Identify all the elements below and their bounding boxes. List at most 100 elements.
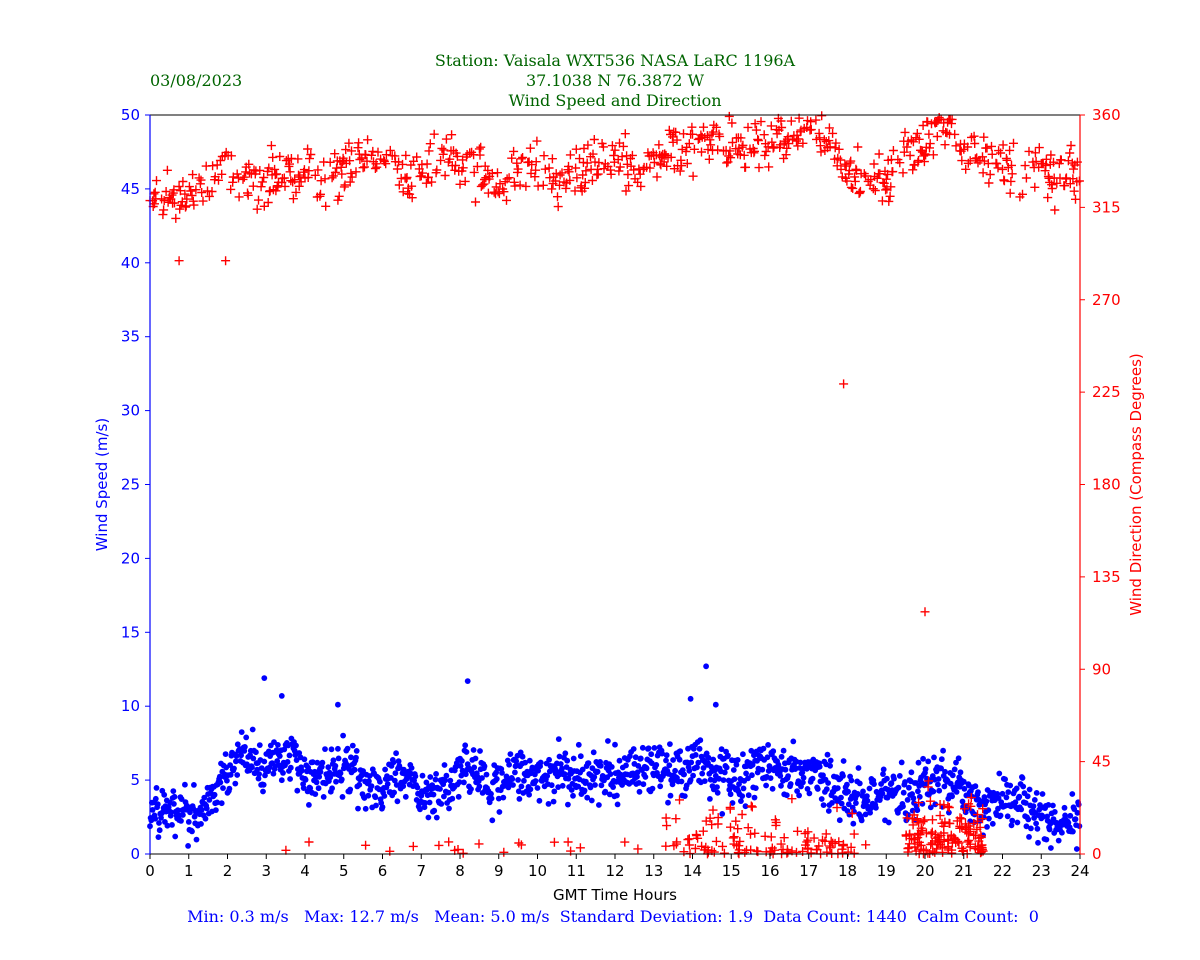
stat-calm: Calm Count: 0 <box>917 907 1039 926</box>
direction-point <box>564 167 574 177</box>
direction-point <box>898 168 908 178</box>
direction-point <box>437 143 447 153</box>
direction-point <box>1052 178 1062 188</box>
direction-point <box>571 163 581 173</box>
speed-point <box>338 776 345 783</box>
direction-point <box>381 150 391 160</box>
direction-point <box>914 818 924 828</box>
direction-point <box>252 204 262 214</box>
speed-point <box>313 779 320 786</box>
speed-point <box>287 776 293 782</box>
direction-point <box>822 847 832 857</box>
direction-point <box>538 180 548 190</box>
chart-date: 03/08/2023 <box>150 71 242 90</box>
left-tick-label: 40 <box>121 254 140 272</box>
direction-point <box>677 161 686 171</box>
direction-point <box>850 176 860 186</box>
speed-point <box>999 790 1006 797</box>
direction-point <box>750 146 759 156</box>
speed-point <box>234 741 241 748</box>
speed-point <box>553 767 560 774</box>
direction-point <box>916 844 926 854</box>
speed-point <box>1065 819 1072 826</box>
speed-point <box>254 766 261 773</box>
direction-point <box>321 201 331 211</box>
direction-point <box>286 176 296 186</box>
direction-point <box>354 138 364 148</box>
speed-point <box>1026 786 1033 793</box>
speed-point <box>1007 782 1014 789</box>
speed-point <box>1043 836 1050 843</box>
speed-point <box>942 768 948 775</box>
direction-point <box>840 159 850 169</box>
speed-point <box>938 765 944 772</box>
speed-point <box>636 788 643 795</box>
direction-point <box>256 182 266 192</box>
direction-point <box>803 835 813 845</box>
direction-point <box>684 139 694 149</box>
direction-point <box>831 138 841 148</box>
speed-point <box>688 759 695 766</box>
direction-point <box>285 159 294 169</box>
speed-point <box>908 769 915 776</box>
speed-point <box>244 761 250 768</box>
speed-point <box>667 741 673 747</box>
direction-point <box>469 167 479 177</box>
direction-point <box>254 195 263 205</box>
speed-point <box>481 763 488 770</box>
speed-point <box>280 770 286 776</box>
direction-point <box>761 147 771 156</box>
direction-point <box>346 168 356 178</box>
speed-point <box>931 754 937 761</box>
speed-point <box>392 770 399 777</box>
direction-point <box>978 152 987 162</box>
direction-point <box>870 186 880 195</box>
direction-point <box>973 810 982 820</box>
direction-point <box>977 840 987 850</box>
speed-point <box>218 800 225 807</box>
direction-point <box>849 829 859 839</box>
left-tick-label: 20 <box>121 549 140 567</box>
speed-point <box>260 781 267 788</box>
speed-point <box>797 759 804 766</box>
speed-point <box>672 767 678 774</box>
speed-point <box>619 782 625 788</box>
speed-point <box>796 765 803 771</box>
speed-point <box>164 822 171 829</box>
speed-point <box>783 792 790 799</box>
direction-point <box>1018 189 1027 199</box>
right-tick-label: 0 <box>1092 845 1102 863</box>
x-tick-label: 18 <box>838 862 857 880</box>
stat-max: Max: 12.7 m/s <box>304 907 419 926</box>
direction-point <box>432 165 442 175</box>
direction-point <box>294 181 304 191</box>
direction-point <box>913 839 923 849</box>
speed-point <box>153 785 160 791</box>
direction-point <box>243 190 253 200</box>
speed-point <box>339 794 346 800</box>
direction-point <box>724 151 734 161</box>
speed-point <box>302 776 309 783</box>
speed-point <box>329 785 335 792</box>
speed-point <box>227 771 234 778</box>
speed-point <box>648 760 655 767</box>
speed-point <box>260 788 266 795</box>
direction-point <box>852 165 861 175</box>
direction-point <box>557 168 567 178</box>
direction-point <box>875 169 885 179</box>
speed-point <box>570 755 577 762</box>
direction-point <box>320 174 330 184</box>
direction-point <box>961 819 970 829</box>
speed-point <box>1034 825 1041 832</box>
speed-point <box>616 757 623 764</box>
speed-point <box>614 792 620 799</box>
direction-point <box>654 140 664 150</box>
direction-point <box>814 841 824 851</box>
speed-point <box>949 772 956 779</box>
direction-point <box>162 165 172 175</box>
speed-point <box>642 774 649 780</box>
direction-point <box>832 803 842 813</box>
speed-point <box>996 770 1003 777</box>
direction-point <box>767 137 777 147</box>
direction-point <box>739 150 749 160</box>
